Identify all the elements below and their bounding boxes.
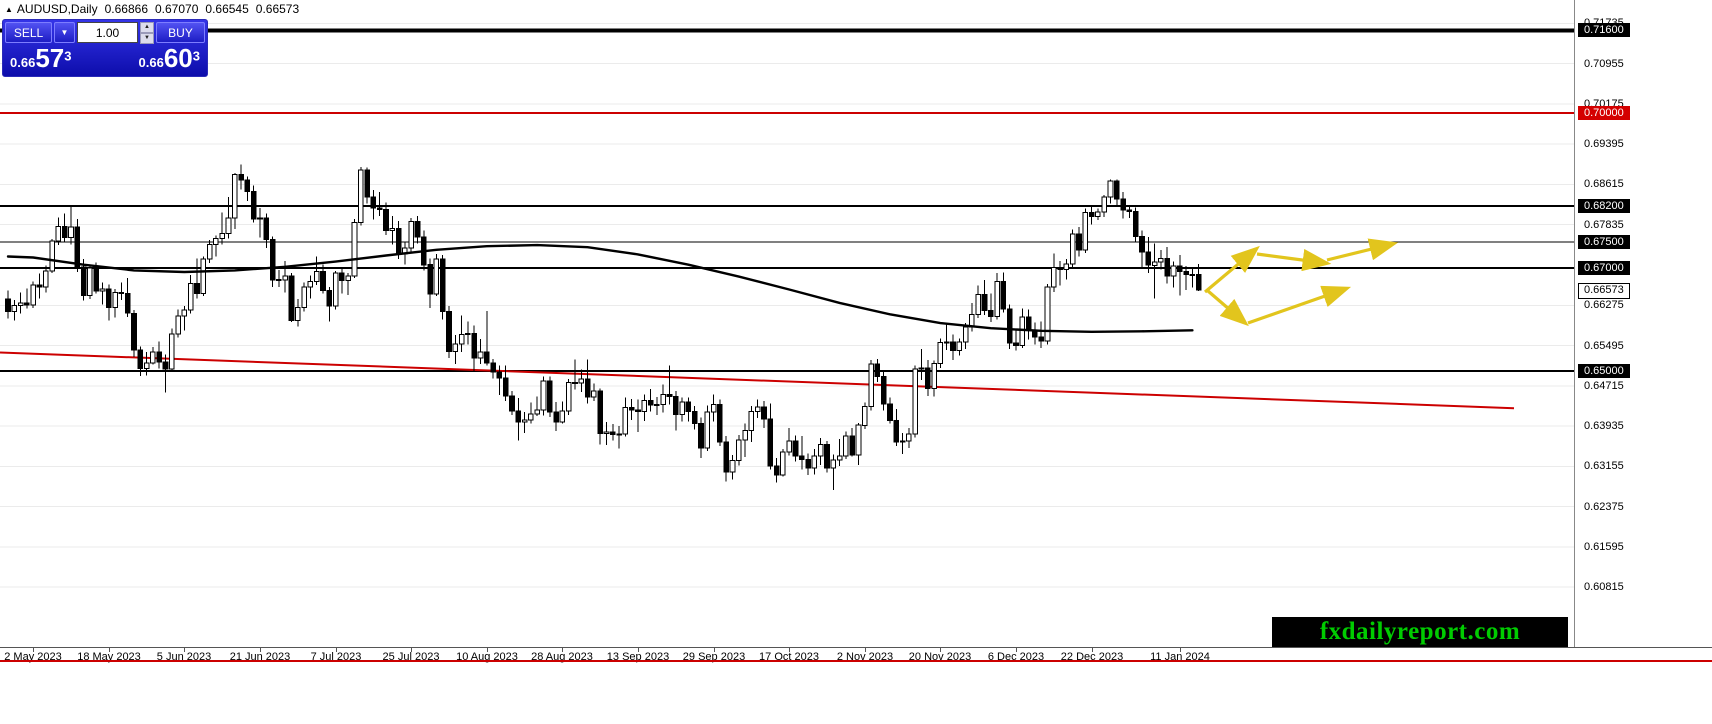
date-tick	[109, 648, 110, 652]
stepper-down-icon[interactable]: ▼	[140, 33, 154, 44]
price-label: 0.63935	[1584, 420, 1624, 432]
price-label: 0.61595	[1584, 541, 1624, 553]
date-tick	[562, 648, 563, 652]
symbol-name: AUDUSD,Daily	[16, 2, 98, 16]
sell-price-display[interactable]: 0.66573	[10, 43, 71, 74]
buy-price-pipette: 3	[192, 48, 200, 64]
date-tick	[33, 648, 34, 652]
date-tick	[487, 648, 488, 652]
price-label: 0.64715	[1584, 380, 1624, 392]
volume-stepper: ▲ ▼	[140, 22, 154, 44]
date-tick	[940, 648, 941, 652]
date-tick	[789, 648, 790, 652]
quote-open: 0.66866	[104, 2, 148, 16]
date-tick	[1016, 648, 1017, 652]
price-label: 0.65495	[1584, 340, 1624, 352]
price-label: 0.62375	[1584, 501, 1624, 513]
volume-preset-dropdown[interactable]: ▼	[54, 22, 75, 43]
volume-input[interactable]	[77, 22, 138, 43]
price-label: 0.60815	[1584, 581, 1624, 593]
price-label: 0.67000	[1578, 261, 1630, 275]
date-tick	[714, 648, 715, 652]
date-tick	[411, 648, 412, 652]
symbol-triangle-icon: ▲	[5, 4, 13, 14]
price-label: 0.68200	[1578, 199, 1630, 213]
quote-bar: ▲ AUDUSD,Daily 0.66866 0.67070 0.66545 0…	[5, 2, 306, 16]
quote-low: 0.66545	[205, 2, 249, 16]
watermark-logo: fxdailyreport.com	[1272, 617, 1568, 647]
buy-price-big: 60	[163, 43, 193, 73]
price-label: 0.67500	[1578, 235, 1630, 249]
price-label: 0.71600	[1578, 23, 1630, 37]
price-label: 0.70000	[1578, 106, 1630, 120]
sell-price-pipette: 3	[64, 48, 72, 64]
date-tick	[184, 648, 185, 652]
price-label: 0.69395	[1584, 138, 1624, 150]
chart-plot-area[interactable]	[0, 0, 1574, 647]
bottom-red-line	[0, 660, 1712, 662]
stepper-up-icon[interactable]: ▲	[140, 22, 154, 33]
price-label: 0.68615	[1584, 178, 1624, 190]
buy-button[interactable]: BUY	[156, 22, 205, 43]
price-label: 0.63155	[1584, 460, 1624, 472]
sell-price-prefix: 0.66	[10, 55, 36, 70]
buy-price-display[interactable]: 0.66603	[139, 43, 200, 74]
chevron-down-icon: ▼	[60, 28, 69, 37]
quote-high: 0.67070	[155, 2, 199, 16]
date-tick	[260, 648, 261, 652]
date-tick	[1092, 648, 1093, 652]
current-price-label: 0.66573	[1578, 283, 1630, 299]
sell-button[interactable]: SELL	[5, 22, 52, 43]
price-label: 0.70955	[1584, 58, 1624, 70]
price-axis[interactable]: 0.717350.716000.709550.701750.700000.693…	[1574, 0, 1712, 647]
date-tick	[865, 648, 866, 652]
sell-price-big: 57	[35, 43, 65, 73]
quote-close: 0.66573	[255, 2, 300, 16]
one-click-trading-panel: SELL ▼ ▲ ▼ BUY 0.66573 0.66603	[2, 19, 208, 77]
date-tick	[638, 648, 639, 652]
price-label: 0.66275	[1584, 299, 1624, 311]
price-chart	[0, 23, 1574, 588]
buy-price-prefix: 0.66	[138, 55, 164, 70]
date-tick	[1180, 648, 1181, 652]
price-label: 0.65000	[1578, 364, 1630, 378]
date-tick	[336, 648, 337, 652]
price-label: 0.67835	[1584, 219, 1624, 231]
